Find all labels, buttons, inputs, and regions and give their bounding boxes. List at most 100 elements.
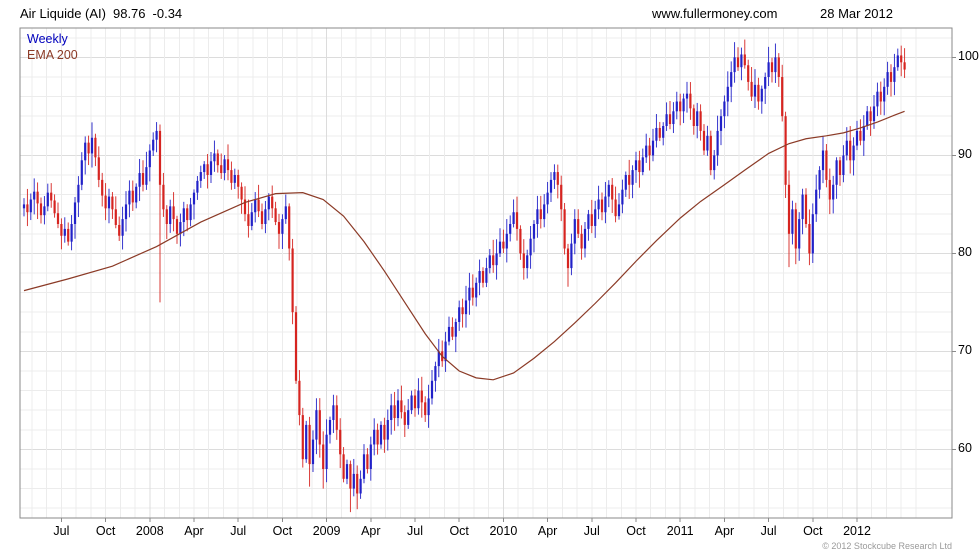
- candle-body: [430, 380, 434, 399]
- candle-body: [386, 420, 389, 440]
- candle-body: [713, 155, 716, 171]
- candle-body: [39, 203, 43, 216]
- candle-body: [736, 57, 740, 68]
- candle-body: [264, 209, 267, 224]
- candle-body: [842, 155, 845, 175]
- candle-body: [131, 190, 134, 203]
- candle-body: [811, 214, 814, 254]
- candle-body: [818, 170, 821, 190]
- candle-body: [781, 77, 784, 117]
- candle-body: [376, 429, 379, 445]
- candle-body: [791, 209, 794, 234]
- candle-body: [648, 145, 651, 156]
- candle-body: [362, 454, 366, 479]
- candle-body: [536, 209, 539, 224]
- x-tick-label: Oct: [449, 524, 469, 538]
- candle-body: [757, 84, 760, 102]
- site-link[interactable]: www.fullermoney.com: [652, 6, 778, 21]
- candle-body: [655, 127, 658, 141]
- candle-body: [230, 170, 233, 183]
- candles-group: [22, 39, 906, 513]
- candle-body: [876, 91, 879, 107]
- candle-body: [590, 214, 593, 226]
- candle-body: [288, 206, 291, 249]
- candle-body: [468, 287, 471, 301]
- plot-frame: [19, 27, 956, 522]
- candle-body: [271, 196, 274, 209]
- candle-body: [662, 126, 665, 138]
- candle-body: [634, 160, 638, 171]
- instrument-name: Air Liquide (AI): [20, 6, 106, 21]
- candle-body: [138, 173, 141, 187]
- candle-body: [43, 206, 46, 216]
- candle-body: [373, 429, 376, 445]
- candle-body: [182, 208, 185, 223]
- y-tick-label: 90: [958, 147, 972, 162]
- price-change: -0.34: [152, 6, 183, 21]
- y-tick-label: 70: [958, 343, 972, 358]
- candle-body: [815, 189, 818, 215]
- candle-body: [328, 420, 332, 435]
- candle-body: [600, 199, 604, 213]
- candle-body: [804, 194, 808, 224]
- candle-body: [94, 137, 97, 158]
- candle-body: [743, 54, 746, 66]
- x-tick-label: Apr: [537, 524, 558, 538]
- candle-body: [206, 164, 209, 175]
- x-tick-label: Apr: [184, 524, 204, 538]
- candle-body: [437, 351, 440, 367]
- candle-body: [532, 224, 536, 239]
- candle-body: [63, 228, 66, 236]
- candle-body: [26, 204, 29, 213]
- candle-body: [237, 175, 240, 187]
- x-tick-label: 2012: [843, 524, 871, 538]
- candle-body: [444, 341, 447, 362]
- candle-body: [298, 380, 301, 416]
- candle-body: [495, 253, 498, 266]
- candle-body: [447, 326, 451, 342]
- candle-body: [692, 108, 695, 126]
- x-tick-label: Jul: [53, 524, 70, 538]
- candle-body: [526, 255, 529, 269]
- candle-body: [478, 271, 481, 283]
- x-tick-label: Jul: [760, 524, 777, 538]
- candle-body: [118, 224, 121, 236]
- candle-body: [124, 204, 128, 220]
- candle-body: [155, 130, 158, 140]
- candle-body: [509, 224, 512, 234]
- candle-body: [475, 282, 478, 298]
- candle-body: [352, 473, 355, 489]
- candle-body: [808, 224, 811, 254]
- candle-body: [821, 150, 825, 171]
- candle-body: [80, 160, 83, 185]
- candle-body: [488, 255, 491, 269]
- candle-body: [553, 172, 556, 180]
- candle-body: [719, 116, 723, 131]
- candle-body: [322, 444, 325, 469]
- x-tick-label: Oct: [272, 524, 293, 538]
- candle-body: [481, 271, 485, 283]
- candle-body: [356, 473, 359, 494]
- candle-body: [889, 72, 893, 82]
- candle-body: [114, 209, 117, 225]
- legend-ema-label: EMA 200: [27, 48, 78, 62]
- candle-body: [165, 209, 168, 224]
- candle-body: [73, 202, 77, 224]
- candle-body: [723, 101, 726, 117]
- x-tick-label: 2010: [489, 524, 518, 538]
- candle-body: [753, 84, 757, 97]
- candle-body: [325, 434, 328, 469]
- candle-body: [240, 186, 243, 200]
- candle-body: [621, 189, 624, 205]
- candle-body: [502, 241, 505, 249]
- candle-body: [417, 390, 420, 409]
- x-tick-label: 2009: [312, 524, 341, 538]
- candle-body: [67, 228, 70, 242]
- candle-body: [764, 77, 767, 89]
- candle-body: [458, 307, 461, 322]
- candle-body: [594, 209, 597, 226]
- candle-body: [36, 191, 39, 204]
- candle-body: [223, 159, 226, 174]
- candle-body: [121, 219, 124, 236]
